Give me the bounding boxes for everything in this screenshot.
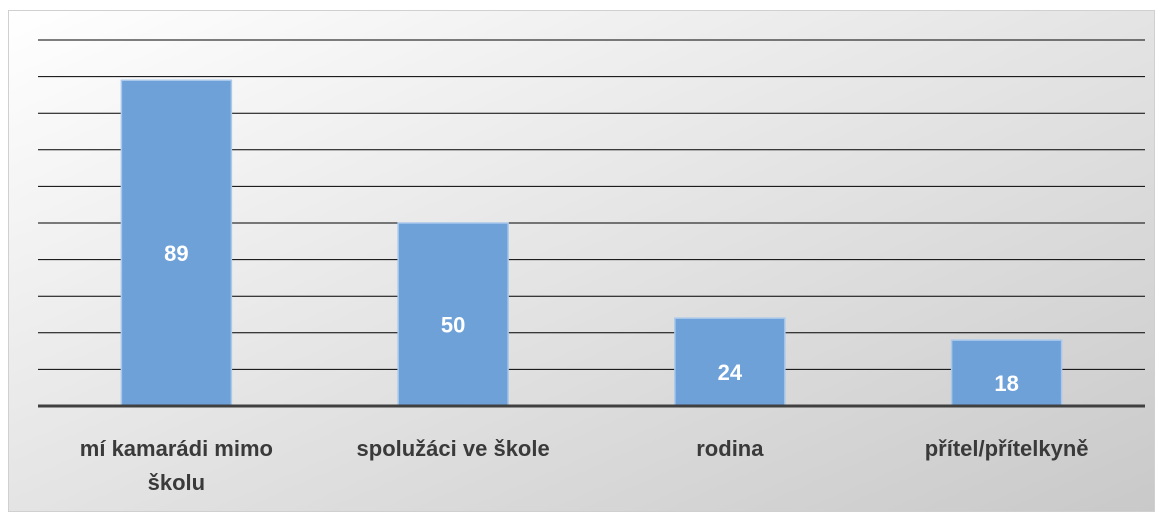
bar — [120, 79, 233, 407]
data-label: 89 — [164, 241, 188, 266]
bar — [397, 222, 509, 407]
bar — [674, 317, 786, 407]
data-label: 50 — [441, 312, 465, 337]
data-label: 24 — [718, 360, 743, 385]
x-tick-label: spolužáci ve škole — [356, 436, 550, 461]
x-tick-label: rodina — [696, 436, 764, 461]
bar — [950, 339, 1063, 407]
x-tick-label: přítel/přítelkyně — [924, 436, 1089, 461]
data-label: 18 — [994, 371, 1018, 396]
x-tick-label: mí kamarádi mimo školu — [79, 436, 273, 495]
